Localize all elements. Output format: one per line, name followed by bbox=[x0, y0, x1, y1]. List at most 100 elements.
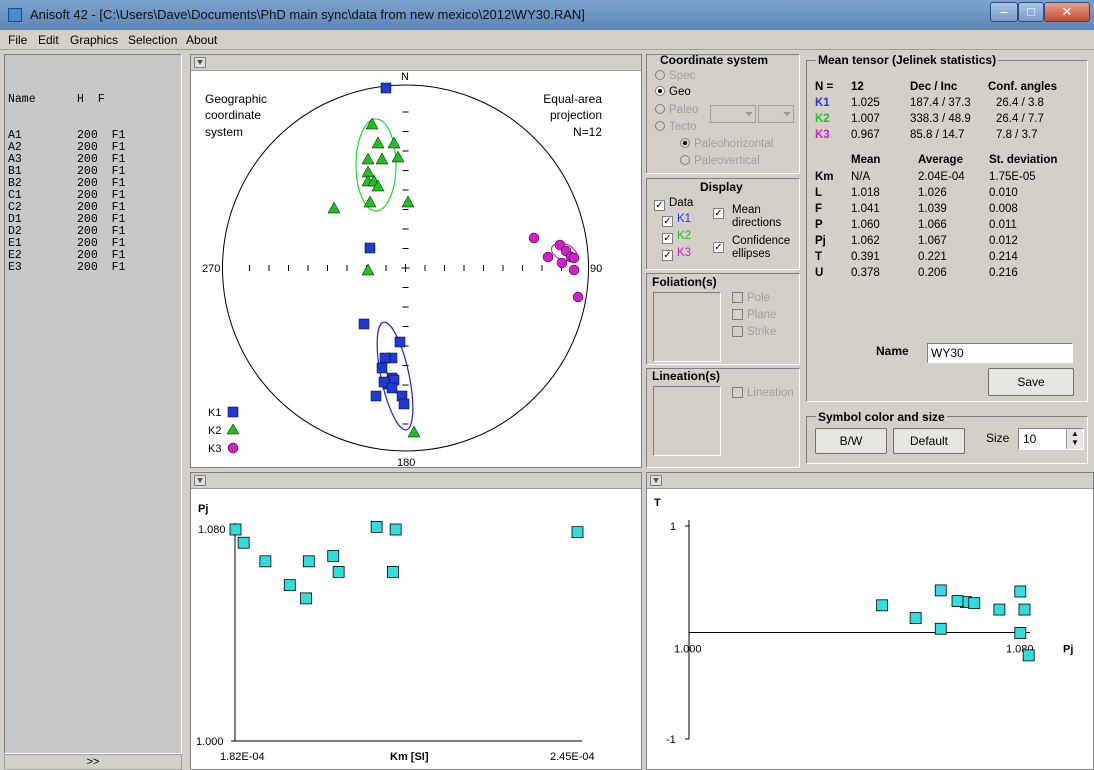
strike-checkbox[interactable]: Strike bbox=[732, 326, 776, 338]
save-button[interactable]: Save bbox=[988, 368, 1074, 396]
data-point bbox=[259, 555, 272, 568]
k2-point bbox=[401, 195, 415, 208]
sample-h: 200 bbox=[77, 165, 98, 178]
lineation-group bbox=[646, 368, 800, 468]
data-point bbox=[370, 520, 383, 533]
chevron-down-icon bbox=[783, 112, 791, 116]
minimize-button[interactable]: – bbox=[990, 2, 1018, 22]
data-point bbox=[993, 603, 1006, 616]
sample-row[interactable]: C1 200 F1 bbox=[8, 190, 125, 202]
stat-avg: 1.026 bbox=[918, 187, 947, 199]
lineation-checkbox[interactable]: Lineation bbox=[732, 387, 794, 399]
bw-button[interactable]: B/W bbox=[815, 428, 887, 454]
k2-confidence-ellipse bbox=[355, 118, 397, 212]
sample-row[interactable]: B1 200 F1 bbox=[8, 166, 125, 178]
y-axis-label: T bbox=[654, 497, 661, 509]
sample-row[interactable]: D2 200 F1 bbox=[8, 226, 125, 238]
sample-row[interactable]: A2 200 F1 bbox=[8, 142, 125, 154]
tensor-dec: 85.8 / 14.7 bbox=[910, 129, 965, 141]
coord-option-spec[interactable]: Spec bbox=[655, 70, 695, 82]
k1-point bbox=[376, 362, 388, 374]
average-header: Average bbox=[918, 154, 963, 166]
stat-sd: 0.010 bbox=[989, 187, 1018, 199]
t-pj-panel-header bbox=[647, 473, 1093, 489]
foliation-list[interactable] bbox=[653, 292, 721, 362]
sample-row[interactable]: C2 200 F1 bbox=[8, 202, 125, 214]
sample-f: F1 bbox=[111, 237, 126, 250]
k2-point bbox=[375, 152, 389, 165]
t-pj-panel bbox=[646, 472, 1094, 770]
menu-edit[interactable]: Edit bbox=[38, 33, 59, 47]
k1-point bbox=[380, 82, 392, 94]
stereonet-plot: N 90 180 270 Geographic coordinate syste… bbox=[202, 71, 602, 468]
sample-row[interactable]: D1 200 F1 bbox=[8, 214, 125, 226]
sample-h: 200 bbox=[77, 189, 98, 202]
data-point bbox=[389, 523, 402, 536]
sample-h: 200 bbox=[77, 129, 98, 142]
paleo-dropdown-1[interactable] bbox=[710, 105, 756, 123]
k2-checkbox[interactable]: ✓ K2 bbox=[662, 230, 692, 244]
sample-name: A2 bbox=[8, 141, 22, 154]
coord-option-tecto[interactable]: Tecto bbox=[655, 121, 697, 133]
paleovertical-option[interactable]: Paleovertical bbox=[680, 155, 760, 167]
sample-h: 200 bbox=[77, 177, 98, 190]
maximize-button[interactable]: □ bbox=[1018, 2, 1044, 22]
menu-file[interactable]: File bbox=[8, 33, 28, 47]
stat-name: Km bbox=[815, 171, 834, 183]
panel-menu-icon[interactable] bbox=[650, 475, 662, 486]
mean-directions-checkbox[interactable]: ✓ bbox=[713, 208, 724, 219]
sample-f: F1 bbox=[111, 213, 126, 226]
default-button[interactable]: Default bbox=[893, 428, 965, 454]
sample-row[interactable]: B2 200 F1 bbox=[8, 178, 125, 190]
data-checkbox[interactable]: ✓ Data bbox=[654, 197, 694, 211]
lineation-list[interactable] bbox=[653, 386, 721, 456]
k3-checkbox[interactable]: ✓ K3 bbox=[662, 247, 692, 261]
sample-f: F1 bbox=[111, 225, 126, 238]
menu-about[interactable]: About bbox=[186, 33, 218, 47]
expand-button[interactable]: >> bbox=[4, 754, 182, 770]
legend-k1: K1 bbox=[208, 407, 221, 419]
coord-option-paleo[interactable]: Paleo bbox=[655, 104, 698, 116]
sample-f: F1 bbox=[111, 141, 126, 154]
name-input-value: WY30 bbox=[931, 346, 964, 360]
sample-list-panel[interactable] bbox=[4, 54, 182, 754]
k1-point bbox=[379, 352, 391, 364]
k1-checkbox[interactable]: ✓ K1 bbox=[662, 213, 692, 227]
tensor-dec: 338.3 / 48.9 bbox=[910, 113, 971, 125]
coord-option-geo[interactable]: Geo bbox=[655, 86, 691, 98]
data-point bbox=[387, 566, 399, 578]
stat-sd: 0.011 bbox=[989, 219, 1017, 231]
sample-row[interactable]: A3 200 F1 bbox=[8, 154, 125, 166]
sample-row[interactable]: E3 200 F1 bbox=[8, 262, 125, 274]
sample-name: E1 bbox=[8, 237, 22, 250]
tensor-conf: 26.4 / 7.7 bbox=[996, 113, 1044, 125]
data-point bbox=[283, 579, 296, 592]
plane-checkbox[interactable]: Plane bbox=[732, 309, 776, 321]
k2-point bbox=[365, 117, 379, 130]
dec-inc-header: Dec / Inc bbox=[910, 81, 958, 93]
size-spinner[interactable]: ▲ ▼ bbox=[1066, 429, 1083, 449]
confidence-ellipses-checkbox[interactable]: ✓ bbox=[713, 242, 724, 253]
panel-menu-icon[interactable] bbox=[194, 57, 206, 68]
sample-row[interactable]: A1 200 F1 bbox=[8, 130, 125, 142]
pole-checkbox[interactable]: Pole bbox=[732, 292, 770, 304]
paleohorizontal-option[interactable]: Paleohorizontal bbox=[680, 138, 773, 150]
close-button[interactable]: ✕ bbox=[1044, 2, 1090, 22]
t-pj-chart: T1-11.000 1.080 Pj bbox=[654, 497, 1073, 746]
sample-h: 200 bbox=[77, 201, 98, 214]
mean-directions-label-2: directions bbox=[732, 217, 782, 229]
x-axis-label: Km [SI] bbox=[390, 751, 429, 763]
stat-mean: 1.062 bbox=[851, 235, 880, 247]
chevron-down-icon[interactable]: ▼ bbox=[1071, 438, 1079, 447]
chevron-up-icon[interactable]: ▲ bbox=[1071, 429, 1079, 438]
chevron-down-icon bbox=[745, 112, 753, 116]
paleo-dropdown-2[interactable] bbox=[758, 105, 794, 123]
menu-graphics[interactable]: Graphics bbox=[70, 33, 119, 47]
menu-selection[interactable]: Selection bbox=[128, 33, 178, 47]
sample-row[interactable]: E2 200 F1 bbox=[8, 250, 125, 262]
sample-row[interactable]: E1 200 F1 bbox=[8, 238, 125, 250]
sample-name: B2 bbox=[8, 177, 22, 190]
name-input[interactable]: WY30 bbox=[927, 343, 1073, 363]
sample-list[interactable]: Name H F A1 200 F1 A2 200 F1 A3 200 F1 B1 2… bbox=[8, 70, 125, 286]
panel-menu-icon[interactable] bbox=[194, 475, 206, 486]
